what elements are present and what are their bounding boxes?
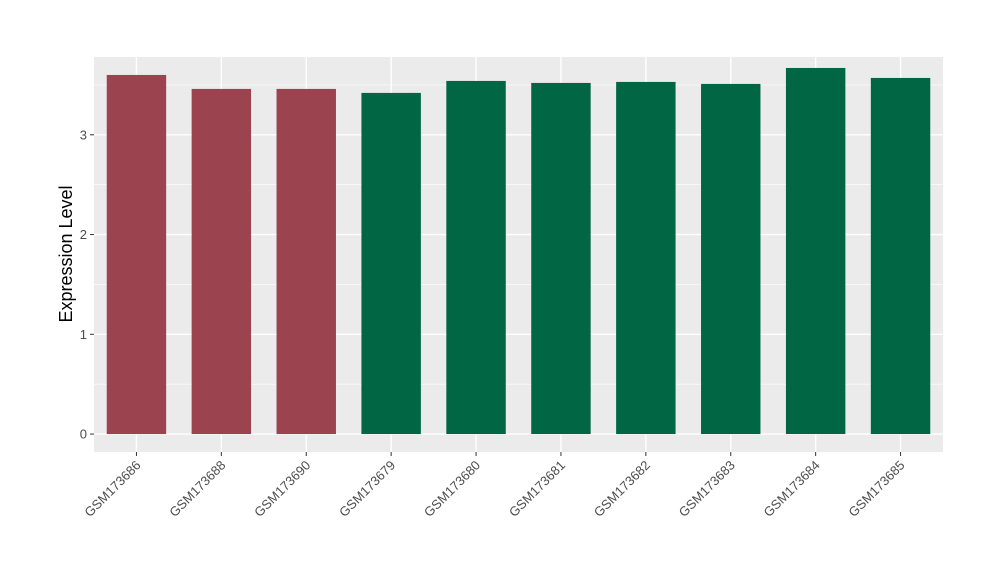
bar-gsm173679	[361, 92, 421, 435]
bar-gsm173685	[870, 77, 931, 435]
y-tick-label: 1	[80, 327, 87, 342]
x-tick-label: GSM173680	[421, 458, 483, 520]
bar-gsm173684	[785, 67, 846, 435]
bar-gsm173686	[106, 74, 167, 435]
y-tick-label: 0	[80, 427, 87, 442]
y-axis: 0 1 2 3	[80, 127, 94, 442]
x-tick-label: GSM173679	[336, 458, 398, 520]
y-tick-label: 3	[80, 127, 87, 142]
x-tick-label: GSM173684	[761, 458, 823, 520]
x-tick-label: GSM173690	[251, 458, 313, 520]
bar-gsm173680	[446, 80, 506, 435]
x-tick-label: GSM173681	[506, 458, 568, 520]
x-tick-label: GSM173688	[166, 458, 228, 520]
x-tick-label: GSM173682	[591, 458, 653, 520]
bar-gsm173688	[191, 88, 252, 435]
bar-gsm173683	[701, 83, 761, 435]
x-tick-label: GSM173685	[845, 458, 907, 520]
bar-gsm173681	[531, 82, 591, 435]
bar-gsm173682	[616, 81, 676, 435]
bar-gsm173690	[276, 88, 336, 435]
x-tick-label: GSM173683	[676, 458, 738, 520]
y-tick-label: 2	[80, 227, 87, 242]
x-tick-label: GSM173686	[81, 458, 143, 520]
y-axis-label: Expression Level	[56, 185, 76, 322]
x-axis: GSM173686 GSM173688 GSM173690 GSM173679 GSM1…	[81, 452, 908, 520]
bars	[106, 67, 931, 435]
